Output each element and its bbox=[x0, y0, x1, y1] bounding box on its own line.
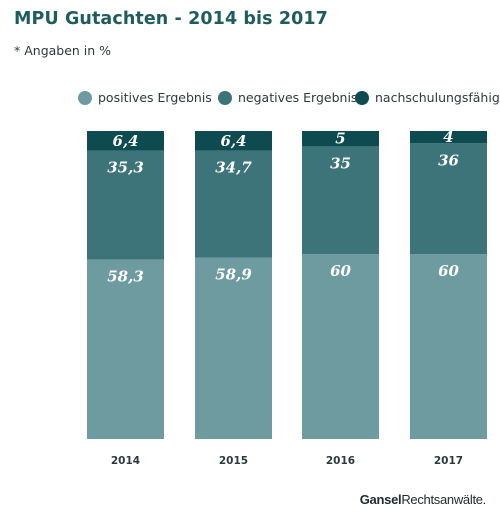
legend-label-negative: negatives Ergebnis bbox=[238, 90, 358, 105]
bar-segment-2017-1 bbox=[410, 254, 487, 439]
bar-segment-2014-3 bbox=[87, 131, 164, 151]
brand-logo-part1: Gansel bbox=[359, 492, 402, 507]
chart-title: MPU Gutachten - 2014 bis 2017 bbox=[14, 9, 328, 29]
bar-segment-2016-1 bbox=[302, 254, 379, 439]
bar-segment-2015-1 bbox=[195, 257, 272, 439]
legend-label-nachschulung: nachschulungsfähig bbox=[375, 90, 500, 105]
bar-value-label-2014-3: 6,4 bbox=[112, 132, 138, 150]
category-label-2015: 2015 bbox=[219, 455, 248, 467]
bar-segment-2016-3 bbox=[302, 131, 379, 147]
bar-value-label-2015-3: 6,4 bbox=[220, 132, 246, 150]
bar-segment-2017-2 bbox=[410, 143, 487, 255]
bar-segment-2016-2 bbox=[302, 146, 379, 255]
legend-item-negative: negatives Ergebnis bbox=[218, 90, 357, 105]
bar-value-label-2016-3: 5 bbox=[335, 130, 345, 148]
legend: positives Ergebnis negatives Ergebnis na… bbox=[0, 90, 500, 112]
bar-value-label-2016-2: 35 bbox=[330, 154, 351, 172]
chart-subtitle: * Angaben in % bbox=[14, 43, 112, 58]
brand-logo-part2: Rechtsanwälte. bbox=[401, 492, 486, 507]
bar-value-label-2016-1: 60 bbox=[330, 262, 351, 280]
bar-segment-2015-2 bbox=[195, 150, 272, 258]
bar-value-label-2015-2: 34,7 bbox=[215, 159, 252, 177]
bar-value-label-2014-1: 58,3 bbox=[107, 267, 144, 285]
bar-segment-2014-2 bbox=[87, 150, 164, 260]
bar-segment-2014-1 bbox=[87, 259, 164, 439]
legend-swatch-nachschulung bbox=[355, 90, 369, 105]
legend-label-positive: positives Ergebnis bbox=[98, 90, 212, 105]
brand-logo: GanselRechtsanwälte. bbox=[359, 492, 487, 507]
bar-value-label-2017-3: 4 bbox=[443, 128, 453, 146]
bar-value-label-2017-1: 60 bbox=[438, 262, 459, 280]
bar-segment-2015-3 bbox=[195, 131, 272, 151]
category-label-2016: 2016 bbox=[326, 455, 355, 467]
bar-segment-2017-3 bbox=[410, 131, 487, 144]
legend-item-positive: positives Ergebnis bbox=[78, 90, 212, 105]
legend-swatch-positive bbox=[78, 90, 92, 105]
legend-item-nachschulung: nachschulungsfähig bbox=[355, 90, 500, 105]
category-label-2017: 2017 bbox=[434, 455, 463, 467]
legend-swatch-negative bbox=[218, 90, 232, 105]
bar-value-label-2015-1: 58,9 bbox=[215, 266, 252, 284]
bar-value-label-2014-2: 35,3 bbox=[107, 159, 144, 177]
category-label-2014: 2014 bbox=[111, 455, 140, 467]
bar-value-label-2017-2: 36 bbox=[438, 151, 459, 169]
